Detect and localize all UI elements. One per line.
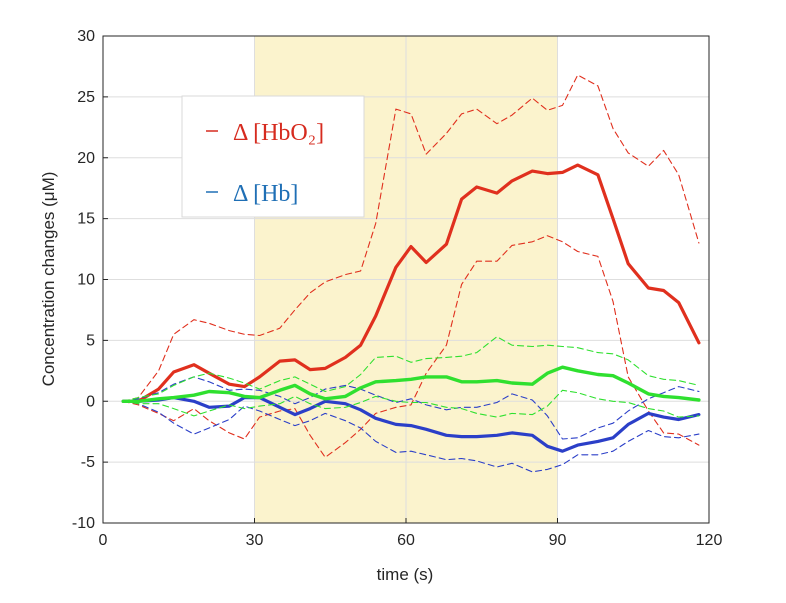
series-line-dashed-7 (122, 336, 700, 402)
legend: Δ [HbO₂] Δ [Hb] (181, 95, 365, 218)
y-tick-label: 10 (77, 272, 95, 289)
series-line-dashed-5 (122, 400, 700, 473)
x-tick-label: 90 (549, 532, 567, 549)
legend-label-hbo2: Δ [HbO₂] (233, 120, 324, 146)
legend-box (181, 95, 365, 218)
x-tick-label: 60 (397, 532, 415, 549)
series-line-dashed-1 (122, 74, 700, 402)
y-tick-label: 30 (77, 28, 95, 45)
y-tick-label: -5 (81, 454, 95, 471)
y-tick-label: 5 (86, 332, 95, 349)
x-tick-label: 120 (696, 532, 723, 549)
legend-label-hb: Δ [Hb] (233, 181, 298, 207)
series-line-6 (121, 365, 701, 403)
y-tick-label: 15 (77, 211, 95, 228)
x-axis-ticks: 0 30 60 90 120 (99, 518, 723, 549)
y-axis-label: Concentration changes (μM) (39, 172, 58, 387)
y-tick-label: 25 (77, 89, 95, 106)
x-axis-label: time (s) (377, 565, 434, 584)
series-line-0 (121, 163, 701, 403)
series-line-dashed-8 (122, 389, 700, 418)
series-line-dashed-2 (122, 235, 700, 458)
series-line-dashed-4 (122, 376, 700, 440)
y-tick-label: 20 (77, 150, 95, 167)
series-layer (121, 74, 701, 473)
x-tick-label: 0 (99, 532, 108, 549)
y-tick-label: 0 (86, 393, 95, 410)
y-tick-label: -10 (72, 515, 95, 532)
x-tick-label: 30 (246, 532, 264, 549)
y-axis-ticks: -10 -5 0 5 10 15 20 25 30 (72, 28, 108, 532)
